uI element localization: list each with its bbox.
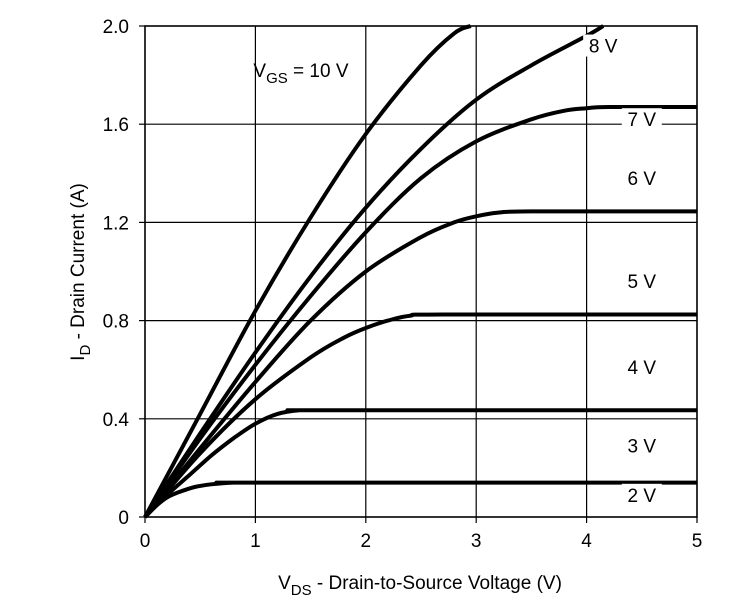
- x-tick-label: 5: [692, 531, 703, 552]
- curve-vgs-8v: [143, 24, 472, 518]
- curve-vgs-5v: [143, 209, 697, 519]
- curve-label-background: [621, 270, 662, 293]
- curve-label: 3 V: [628, 437, 657, 458]
- ticks: 0 1 2 3 4 5 0 0.4 0.8 1.2 1.6 2.0: [103, 17, 703, 552]
- curve-label-background: [621, 434, 662, 457]
- curve-label-background: [621, 167, 662, 190]
- y-axis-title: ID - Drain Current (A): [68, 183, 94, 361]
- curve-vgs-6v: [143, 104, 697, 519]
- curve-label-background: [621, 483, 662, 506]
- x-tick-label: 2: [361, 531, 372, 552]
- x-tick-label: 1: [250, 531, 261, 552]
- curve-label: 5 V: [628, 272, 657, 293]
- y-tick-label: 0: [118, 508, 129, 529]
- vgs-annotation: VGS = 10 V: [253, 61, 348, 87]
- curve-labels: 2 V 3 V 4 V 5 V 6 V 7 V 8 V: [583, 34, 662, 507]
- curve-label: 7 V: [628, 110, 657, 131]
- curve-vgs-3v: [143, 408, 697, 519]
- curve-label-background: [621, 356, 662, 379]
- y-tick-label: 0.8: [103, 312, 129, 333]
- curve-label: 6 V: [628, 169, 657, 190]
- curve-label: 4 V: [628, 358, 657, 379]
- x-axis-title: VDS - Drain-to-Source Voltage (V): [278, 573, 562, 599]
- x-tick-label: 3: [471, 531, 482, 552]
- y-tick-label: 1.6: [103, 115, 129, 136]
- y-tick-label: 0.4: [103, 410, 130, 431]
- curves: [143, 24, 697, 519]
- x-tick-label: 4: [581, 531, 592, 552]
- curve-label-background: [583, 34, 624, 57]
- curve-label: 2 V: [628, 486, 657, 507]
- y-tick-label: 2.0: [103, 17, 129, 38]
- curve-vgs-7v: [143, 24, 605, 519]
- curve-label-background: [621, 108, 662, 131]
- plot-frame: [144, 25, 698, 518]
- y-tick-label: 1.2: [103, 213, 129, 234]
- curve-vgs-4v: [143, 312, 697, 519]
- x-tick-label: 0: [140, 531, 151, 552]
- curve-label: 8 V: [589, 37, 618, 58]
